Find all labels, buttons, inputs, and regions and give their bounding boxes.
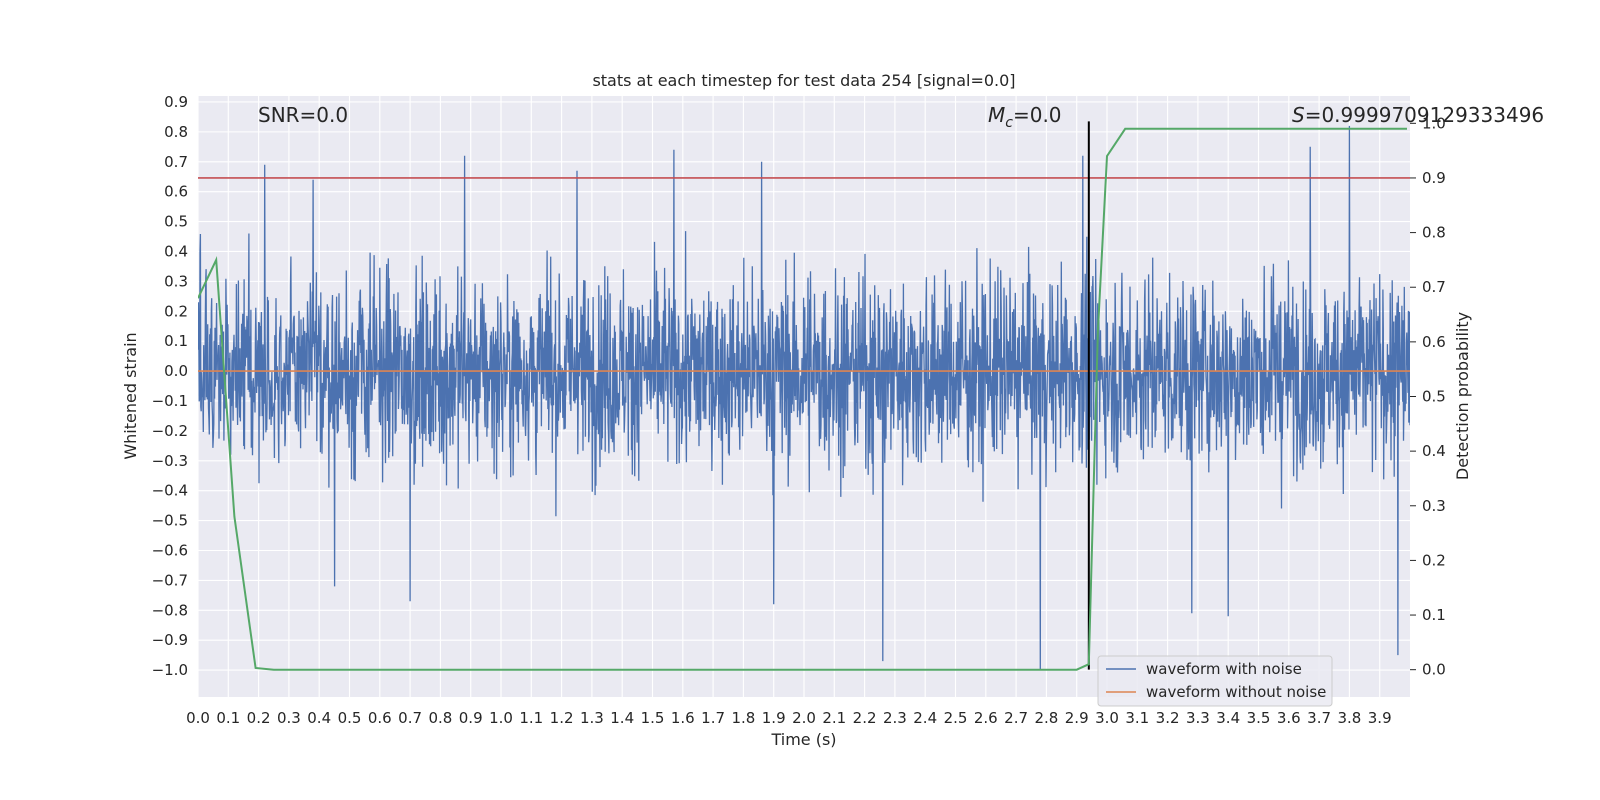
x-tick-label: 1.6 (671, 709, 695, 727)
x-tick-label: 2.8 (1034, 709, 1058, 727)
x-tick-label: 3.9 (1368, 709, 1392, 727)
y-tick-label: −0.7 (152, 571, 188, 589)
x-tick-label: 0.0 (186, 709, 210, 727)
x-tick-label: 1.1 (519, 709, 543, 727)
y2-tick-label: 0.0 (1422, 661, 1446, 679)
annotation-mc-subscript: c (1005, 115, 1013, 131)
x-tick-label: 3.0 (1095, 709, 1119, 727)
y-tick-label: 0.4 (164, 242, 188, 260)
annotation-mc: Mc=0.0 (988, 103, 1062, 131)
y-tick-label: −0.4 (152, 482, 188, 500)
x-tick-label: 2.3 (883, 709, 907, 727)
x-tick-label: 2.6 (974, 709, 998, 727)
y-axis-ticks: 0.9 0.8 0.7 0.6 0.5 0.4 0.3 0.2 0.1 0.0 −0.1 −0.2 −0… (152, 93, 188, 679)
y2-tick-label: 0.7 (1422, 278, 1446, 296)
y2-tick-label: 0.9 (1422, 169, 1446, 187)
detection-probability-line (198, 127, 1407, 671)
y-tick-label: −0.1 (152, 392, 188, 410)
y-tick-label: −0.2 (152, 422, 188, 440)
x-tick-label: 1.8 (731, 709, 755, 727)
y-tick-label: −0.5 (152, 512, 188, 530)
x-tick-label: 1.5 (641, 709, 665, 727)
y2-tick-label: 0.4 (1422, 442, 1446, 460)
x-tick-label: 2.7 (1004, 709, 1028, 727)
annotation-mc-symbol: M (988, 103, 1005, 127)
x-tick-label: 0.3 (277, 709, 301, 727)
x-tick-label: 0.9 (459, 709, 483, 727)
x-tick-label: 0.7 (398, 709, 422, 727)
annotation-s-symbol: S (1292, 103, 1305, 127)
x-axis-label: Time (s) (770, 730, 836, 749)
y2-axis-ticks: 1.0 0.9 0.8 0.7 0.6 0.5 0.4 0.3 0.2 0.1 0.0 (1410, 114, 1446, 679)
y-tick-label: −0.6 (152, 541, 188, 559)
x-tick-label: 2.5 (944, 709, 968, 727)
x-tick-label: 1.3 (580, 709, 604, 727)
series-detection-probability (198, 127, 1407, 671)
y-tick-label: 0.7 (164, 153, 188, 171)
x-tick-label: 3.7 (1307, 709, 1331, 727)
y2-tick-label: 1.0 (1422, 114, 1446, 132)
annotation-s: S=0.9999709129333496 (1292, 103, 1544, 127)
y-tick-label: −1.0 (152, 661, 188, 679)
x-tick-label: 1.2 (550, 709, 574, 727)
x-tick-label: 2.9 (1065, 709, 1089, 727)
x-tick-label: 3.1 (1125, 709, 1149, 727)
y2-tick-label: 0.3 (1422, 497, 1446, 515)
noise-waveform-line (198, 125, 1410, 671)
x-tick-label: 3.8 (1337, 709, 1361, 727)
x-tick-label: 0.8 (428, 709, 452, 727)
y-tick-label: 0.5 (164, 213, 188, 231)
y-tick-label: 0.1 (164, 332, 188, 350)
annotation-mc-value: =0.0 (1013, 103, 1062, 127)
y-tick-label: 0.3 (164, 272, 188, 290)
y2-tick-label: 0.2 (1422, 551, 1446, 569)
x-tick-label: 2.4 (913, 709, 937, 727)
x-tick-label: 1.0 (489, 709, 513, 727)
x-tick-label: 0.2 (247, 709, 271, 727)
y2-tick-label: 0.6 (1422, 333, 1446, 351)
annotation-snr: SNR=0.0 (258, 103, 348, 127)
y-tick-label: −0.3 (152, 452, 188, 470)
x-axis-ticks: 0.0 0.1 0.2 0.3 0.4 0.5 0.6 0.7 0.8 0.9 1.0 1.1 1.2 1… (186, 709, 1392, 727)
x-tick-label: 3.3 (1186, 709, 1210, 727)
x-tick-label: 1.7 (701, 709, 725, 727)
legend-label-noise: waveform with noise (1146, 660, 1302, 678)
x-tick-label: 3.6 (1277, 709, 1301, 727)
x-tick-label: 3.5 (1247, 709, 1271, 727)
y2-axis-label: Detection probability (1453, 312, 1472, 480)
legend: waveform with noise waveform without noi… (1097, 655, 1333, 707)
x-tick-label: 0.1 (216, 709, 240, 727)
y-tick-label: 0.8 (164, 123, 188, 141)
x-tick-label: 2.1 (822, 709, 846, 727)
chart-title: stats at each timestep for test data 254… (592, 71, 1015, 90)
y2-tick-label: 0.1 (1422, 606, 1446, 624)
y-axis-label: Whitened strain (121, 332, 140, 459)
y-tick-label: −0.8 (152, 601, 188, 619)
y-tick-label: 0.0 (164, 362, 188, 380)
annotation-s-value: =0.9999709129333496 (1305, 103, 1544, 127)
x-tick-label: 1.4 (610, 709, 634, 727)
x-tick-label: 3.4 (1216, 709, 1240, 727)
x-tick-label: 2.2 (853, 709, 877, 727)
x-tick-label: 1.9 (762, 709, 786, 727)
series-waveform-with-noise (198, 125, 1410, 671)
x-tick-label: 2.0 (792, 709, 816, 727)
y-tick-label: 0.6 (164, 183, 188, 201)
x-tick-label: 3.2 (1156, 709, 1180, 727)
x-tick-label: 0.4 (307, 709, 331, 727)
y-tick-label: 0.9 (164, 93, 188, 111)
y2-tick-label: 0.5 (1422, 388, 1446, 406)
y2-tick-label: 0.8 (1422, 224, 1446, 242)
x-tick-label: 0.5 (338, 709, 362, 727)
x-tick-label: 0.6 (368, 709, 392, 727)
y-tick-label: −0.9 (152, 631, 188, 649)
legend-label-clean: waveform without noise (1146, 683, 1326, 701)
y-tick-label: 0.2 (164, 302, 188, 320)
legend-box (1097, 655, 1333, 707)
